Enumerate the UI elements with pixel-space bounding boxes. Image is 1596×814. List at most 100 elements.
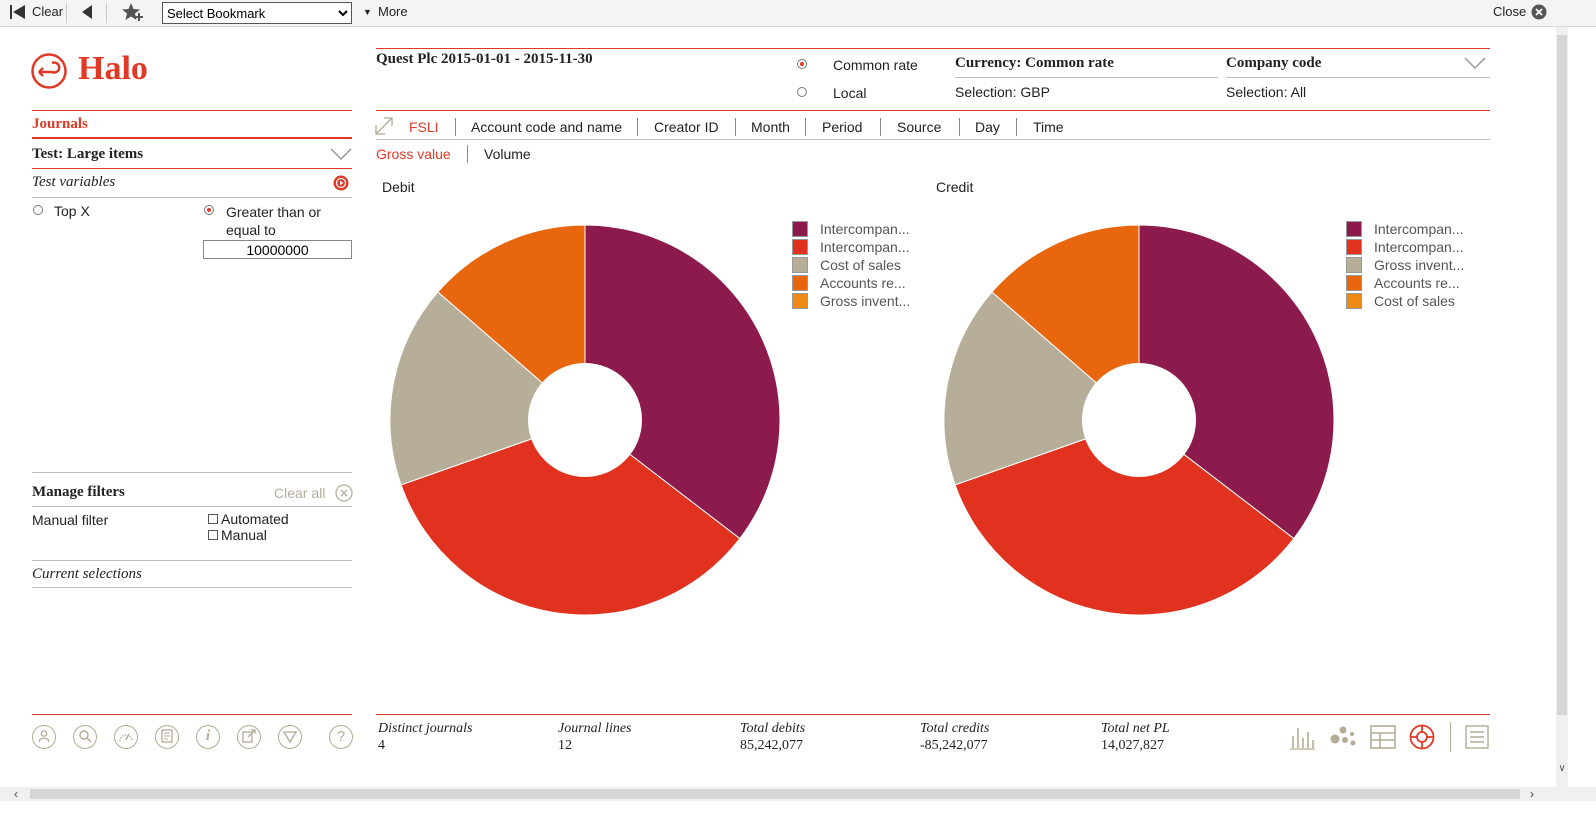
- horizontal-scrollbar[interactable]: ‹ ›: [0, 787, 1596, 801]
- legend-swatch[interactable]: [1346, 275, 1362, 291]
- back-icon[interactable]: [80, 0, 94, 26]
- expand-icon[interactable]: [375, 117, 393, 138]
- first-icon[interactable]: [9, 0, 27, 26]
- test-title[interactable]: Test: Large items: [32, 146, 144, 162]
- tab-source[interactable]: Source: [897, 119, 942, 135]
- brand-name: Halo: [78, 50, 148, 87]
- clear-all-icon[interactable]: [335, 484, 353, 505]
- common-rate-radio[interactable]: [797, 59, 807, 69]
- company-chevron-down-icon[interactable]: [1464, 56, 1486, 73]
- scroll-down-icon[interactable]: ∨: [1558, 763, 1566, 774]
- search-icon[interactable]: [73, 725, 97, 749]
- export-icon[interactable]: [237, 725, 261, 749]
- legend-label[interactable]: Gross invent...: [820, 293, 911, 309]
- legend-swatch[interactable]: [792, 221, 808, 237]
- divider: [32, 110, 352, 111]
- close-button[interactable]: Close: [1493, 4, 1527, 19]
- legend-label[interactable]: Intercompan...: [1374, 221, 1464, 237]
- scatter-icon[interactable]: [1328, 724, 1358, 753]
- toolbar: Clear Select Bookmark ▼ More Close: [0, 0, 1596, 27]
- tab-fsli[interactable]: FSLI: [409, 119, 439, 135]
- gte-label: Greater than or equal to: [226, 204, 321, 238]
- tab-month[interactable]: Month: [751, 119, 790, 135]
- stat-value-total-net-pl: 14,027,827: [1101, 738, 1164, 753]
- info-icon[interactable]: i: [196, 725, 220, 749]
- bookmark-select[interactable]: Select Bookmark: [162, 2, 352, 24]
- section-title[interactable]: Journals: [32, 116, 88, 132]
- tab-account-code[interactable]: Account code and name: [471, 119, 622, 135]
- legend-label[interactable]: Accounts re...: [1374, 275, 1460, 291]
- legend-label[interactable]: Cost of sales: [1374, 293, 1455, 309]
- tab-time[interactable]: Time: [1033, 119, 1064, 135]
- currency-title[interactable]: Currency: Common rate: [955, 55, 1114, 71]
- pie-slice[interactable]: [400, 419, 741, 616]
- gte-radio[interactable]: [204, 205, 214, 215]
- legend-label[interactable]: Gross invent...: [1374, 257, 1465, 273]
- legend-swatch[interactable]: [1346, 221, 1362, 237]
- legend-swatch[interactable]: [1346, 257, 1362, 273]
- company-code-title[interactable]: Company code: [1226, 55, 1322, 71]
- chevron-down-icon[interactable]: [330, 147, 352, 164]
- run-test-icon[interactable]: [333, 175, 349, 194]
- help-icon[interactable]: ?: [329, 725, 353, 749]
- tab-day[interactable]: Day: [975, 119, 1000, 135]
- bookmark-star-icon[interactable]: [120, 0, 144, 26]
- currency-selection: Selection: GBP: [955, 84, 1050, 100]
- threshold-input[interactable]: [203, 240, 352, 259]
- table-icon[interactable]: [1369, 724, 1397, 753]
- bar-chart-icon[interactable]: [1288, 724, 1316, 753]
- legend-swatch[interactable]: [792, 239, 808, 255]
- document-icon[interactable]: [155, 725, 179, 749]
- scroll-right-icon[interactable]: ›: [1530, 787, 1534, 801]
- gauge-icon[interactable]: [114, 725, 138, 749]
- automated-label: Automated: [221, 511, 289, 527]
- donut-hole: [528, 363, 642, 477]
- credit-legend: Intercompan... Intercompan... Gross invent…: [1346, 221, 1486, 317]
- pie-target-icon[interactable]: [1408, 723, 1436, 754]
- legend-label[interactable]: Intercompan...: [820, 239, 910, 255]
- legend-label[interactable]: Intercompan...: [820, 221, 910, 237]
- vertical-scrollbar[interactable]: ∨: [1556, 27, 1568, 787]
- list-icon[interactable]: [1464, 724, 1490, 753]
- pie-slice[interactable]: [991, 224, 1140, 422]
- pie-slice[interactable]: [437, 224, 586, 422]
- tab-gross-value[interactable]: Gross value: [376, 146, 451, 162]
- divider: [32, 506, 352, 507]
- manual-checkbox[interactable]: [208, 530, 218, 540]
- pie-slice[interactable]: [584, 224, 781, 540]
- scrollbar-thumb[interactable]: [1557, 35, 1567, 715]
- stat-label-total-credits: Total credits: [920, 721, 990, 736]
- topx-label: Top X: [54, 203, 90, 219]
- pie-slice[interactable]: [1138, 224, 1335, 540]
- legend-label[interactable]: Accounts re...: [820, 275, 906, 291]
- automated-checkbox[interactable]: [208, 514, 218, 524]
- tab-creator-id[interactable]: Creator ID: [654, 119, 719, 135]
- tab-separator: [1016, 118, 1017, 136]
- clear-all-button[interactable]: Clear all: [274, 485, 326, 501]
- scroll-left-icon[interactable]: ‹: [14, 787, 18, 801]
- legend-swatch[interactable]: [792, 293, 808, 309]
- topx-radio[interactable]: [33, 205, 43, 215]
- test-variables-label: Test variables: [32, 174, 116, 190]
- tab-separator: [959, 118, 960, 136]
- tab-period[interactable]: Period: [822, 119, 863, 135]
- manage-filters-title: Manage filters: [32, 484, 125, 500]
- close-icon[interactable]: [1531, 4, 1547, 20]
- legend-swatch[interactable]: [1346, 239, 1362, 255]
- local-rate-radio[interactable]: [797, 87, 807, 97]
- pie-slice[interactable]: [954, 419, 1295, 616]
- more-button[interactable]: More: [378, 4, 408, 19]
- user-icon[interactable]: [32, 725, 56, 749]
- legend-swatch[interactable]: [792, 275, 808, 291]
- more-dropdown-icon[interactable]: ▼: [363, 7, 372, 17]
- filter-icon[interactable]: [278, 725, 302, 749]
- legend-swatch[interactable]: [1346, 293, 1362, 309]
- stat-label-total-debits: Total debits: [740, 721, 806, 736]
- legend-label[interactable]: Cost of sales: [820, 257, 901, 273]
- toolbar-divider: [106, 3, 107, 23]
- legend-swatch[interactable]: [792, 257, 808, 273]
- scrollbar-thumb[interactable]: [30, 789, 1520, 799]
- tab-volume[interactable]: Volume: [484, 146, 531, 162]
- clear-button[interactable]: Clear: [32, 4, 64, 19]
- legend-label[interactable]: Intercompan...: [1374, 239, 1464, 255]
